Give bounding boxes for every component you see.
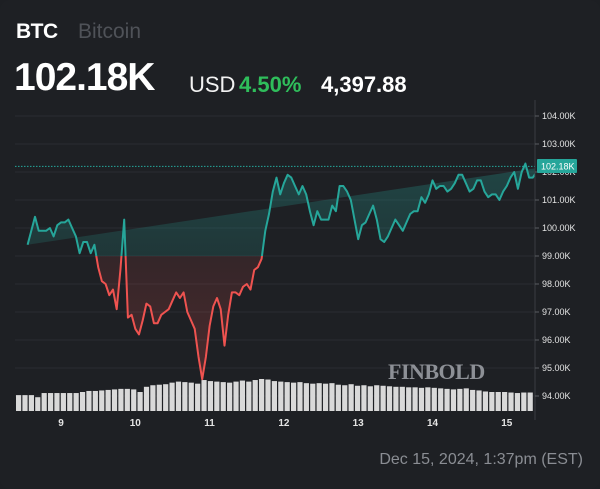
x-tick-label: 14: [427, 418, 439, 429]
x-tick-label: 15: [501, 418, 513, 429]
y-tick-label: 103.00K: [542, 139, 576, 149]
y-axis-labels: 104.00K103.00K102.00K101.00K100.00K99.00…: [535, 111, 576, 401]
y-tick-label: 96.00K: [542, 335, 571, 345]
price-line: [26, 162, 535, 381]
x-axis-labels: 9 10 11 12 13 14 15: [58, 418, 513, 429]
svg-text:102.18K: 102.18K: [541, 162, 575, 172]
change-percent: 4.50%: [239, 72, 302, 97]
change-absolute: 4,397.88: [321, 72, 407, 97]
ticker-symbol: BTC: [16, 20, 58, 43]
timestamp: Dec 15, 2024, 1:37pm (EST): [379, 451, 583, 468]
current-price-badge: 102.18K: [537, 159, 577, 173]
price-area: [27, 163, 535, 380]
volume-bars: [15, 379, 535, 411]
x-tick-label: 13: [353, 418, 365, 429]
grid-lines: [15, 115, 535, 397]
x-tick-label: 9: [58, 418, 64, 429]
currency-label: USD: [189, 72, 236, 97]
y-tick-label: 98.00K: [542, 279, 571, 289]
current-price: 102.18K: [14, 56, 155, 99]
y-tick-label: 104.00K: [542, 111, 576, 121]
y-tick-label: 95.00K: [542, 363, 571, 373]
y-tick-label: 97.00K: [542, 307, 571, 317]
x-tick-label: 11: [204, 418, 215, 429]
x-tick-label: 10: [130, 418, 142, 429]
x-tick-label: 12: [278, 418, 290, 429]
y-tick-label: 94.00K: [542, 391, 571, 401]
y-tick-label: 99.00K: [542, 251, 571, 261]
y-tick-label: 100.00K: [542, 223, 576, 233]
y-tick-label: 101.00K: [542, 195, 576, 205]
asset-name: Bitcoin: [78, 20, 142, 43]
finbold-watermark: FINBOLD: [388, 359, 485, 384]
